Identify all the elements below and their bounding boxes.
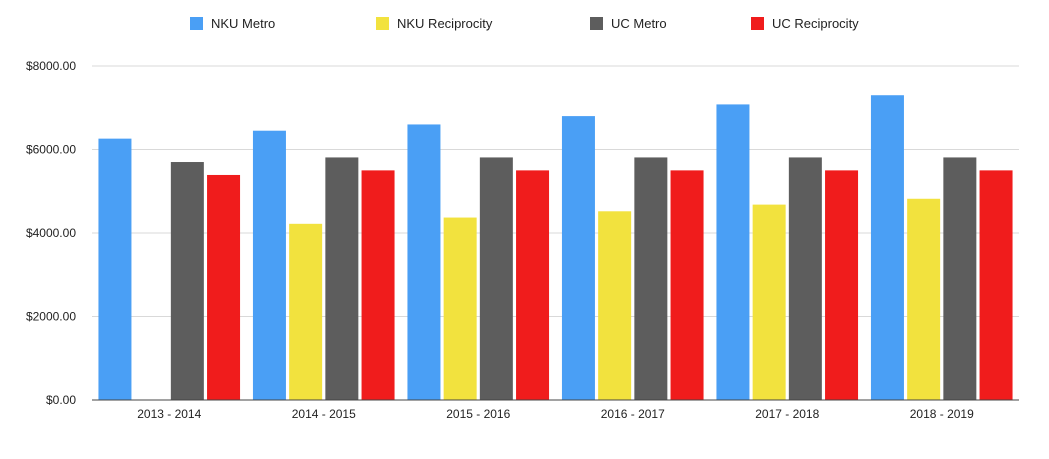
bar-uc-metro-1 xyxy=(325,157,359,400)
legend-swatch xyxy=(751,17,764,30)
bar-uc-reciprocity-1 xyxy=(361,170,395,400)
gridlines xyxy=(92,65,1019,317)
y-tick-label: $0.00 xyxy=(46,393,76,407)
legend-swatch xyxy=(190,17,203,30)
legend-label: NKU Reciprocity xyxy=(397,16,493,31)
bar-uc-metro-0 xyxy=(170,162,204,400)
x-tick-label: 2016 - 2017 xyxy=(601,407,665,421)
x-axis-tick-labels: 2013 - 2014 2014 - 2015 2015 - 2016 2016 - … xyxy=(137,407,974,421)
bar-uc-metro-2 xyxy=(479,157,513,400)
bar-nku-reciprocity-3 xyxy=(598,211,632,400)
bar-uc-reciprocity-4 xyxy=(825,170,859,400)
bar-uc-metro-5 xyxy=(943,157,977,400)
x-tick-label: 2018 - 2019 xyxy=(910,407,974,421)
bar-uc-metro-4 xyxy=(788,157,822,400)
bar-uc-reciprocity-5 xyxy=(979,170,1013,400)
x-tick-label: 2014 - 2015 xyxy=(292,407,356,421)
x-tick-label: 2017 - 2018 xyxy=(755,407,819,421)
bar-nku-metro-0 xyxy=(98,138,132,400)
bar-nku-metro-3 xyxy=(561,116,595,400)
bar-nku-reciprocity-1 xyxy=(289,223,323,400)
legend-swatch xyxy=(590,17,603,30)
y-tick-label: $8000.00 xyxy=(26,59,76,73)
legend-label: UC Metro xyxy=(611,16,667,31)
legend-swatch xyxy=(376,17,389,30)
y-axis-tick-labels: $0.00 $2000.00 $4000.00 $6000.00 $8000.00 xyxy=(26,59,76,407)
y-tick-label: $2000.00 xyxy=(26,310,76,324)
bar-uc-metro-3 xyxy=(634,157,668,400)
legend: NKU Metro NKU Reciprocity UC Metro UC Recip… xyxy=(190,16,859,31)
legend-label: NKU Metro xyxy=(211,16,275,31)
bar-nku-reciprocity-5 xyxy=(907,198,941,400)
bar-nku-metro-4 xyxy=(716,104,750,400)
bar-nku-metro-5 xyxy=(870,95,904,400)
bars xyxy=(98,95,1013,400)
bar-nku-reciprocity-4 xyxy=(752,204,786,400)
bar-nku-reciprocity-2 xyxy=(443,217,477,400)
x-tick-label: 2015 - 2016 xyxy=(446,407,510,421)
legend-label: UC Reciprocity xyxy=(772,16,859,31)
bar-nku-metro-2 xyxy=(407,124,441,400)
bar-uc-reciprocity-0 xyxy=(207,174,241,400)
y-tick-label: $4000.00 xyxy=(26,226,76,240)
bar-nku-metro-1 xyxy=(252,130,286,400)
y-tick-label: $6000.00 xyxy=(26,143,76,157)
bar-uc-reciprocity-2 xyxy=(516,170,550,400)
x-tick-label: 2013 - 2014 xyxy=(137,407,201,421)
bar-uc-reciprocity-3 xyxy=(670,170,704,400)
